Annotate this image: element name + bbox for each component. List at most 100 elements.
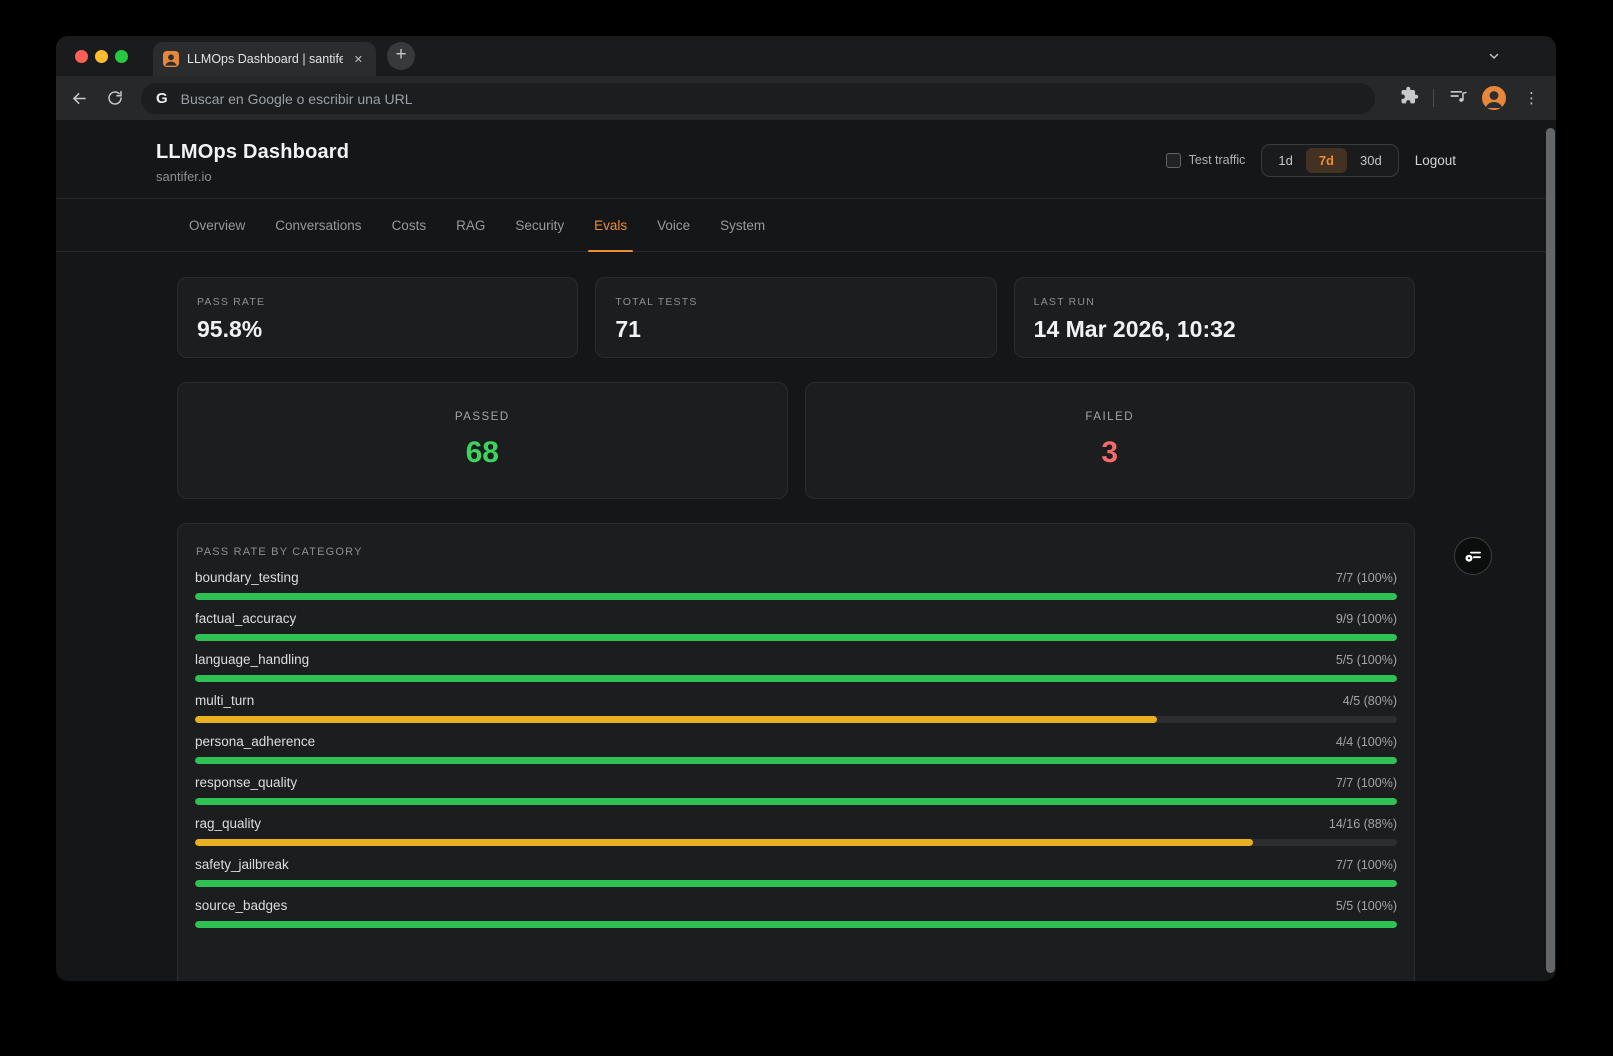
tab-conversations[interactable]: Conversations [275,217,362,233]
stat-card-last-run: LAST RUN 14 Mar 2026, 10:32 [1013,277,1415,358]
summary-label: FAILED [1085,411,1135,423]
browser-toolbar: G Buscar en Google o escribir una URL ⋮ [56,76,1556,120]
category-name: factual_accuracy [195,611,297,626]
dashboard-nav-tabs: Overview Conversations Costs RAG Security Eva… [56,199,1556,252]
tab-overview[interactable]: Overview [189,217,246,233]
reload-icon[interactable] [105,88,125,108]
category-progress-fill [195,593,1397,600]
category-progress-fill [195,634,1397,641]
category-progress-fill [195,880,1397,887]
close-window-button[interactable] [75,50,88,63]
category-row-language_handling: language_handling 5/5 (100%) [195,652,1397,682]
category-score: 14/16 (88%) [1328,817,1397,831]
stat-label: LAST RUN [1033,296,1095,308]
category-row-safety_jailbreak: safety_jailbreak 7/7 (100%) [195,857,1397,887]
category-score: 7/7 (100%) [1335,776,1397,790]
category-name: rag_quality [195,816,262,831]
stat-card-total-tests: TOTAL TESTS 71 [595,277,997,358]
stat-label: TOTAL TESTS [615,296,698,308]
category-name: persona_adherence [195,734,316,749]
autofill-assistant-button[interactable] [1454,537,1492,575]
category-row-factual_accuracy: factual_accuracy 9/9 (100%) [195,611,1397,641]
summary-card-passed: PASSED 68 [177,382,788,499]
summary-row: PASSED 68 FAILED 3 [177,382,1415,499]
category-row-response_quality: response_quality 7/7 (100%) [195,775,1397,805]
toolbar-right-icons: ⋮ [1400,76,1543,120]
summary-value: 68 [465,436,499,469]
tab-costs[interactable]: Costs [391,217,427,233]
category-progress-track [195,716,1397,723]
category-row-rag_quality: rag_quality 14/16 (88%) [195,816,1397,846]
header-controls: Test traffic 1d 7d 30d Logout [1165,143,1456,177]
time-range-segmented-control: 1d 7d 30d [1261,143,1399,177]
media-controls-icon[interactable] [1448,86,1468,111]
window-controls [75,50,128,63]
page-subtitle: santifer.io [156,169,212,184]
category-row-source_badges: source_badges 5/5 (100%) [195,898,1397,928]
category-progress-track [195,880,1397,887]
category-progress-track [195,634,1397,641]
tab-rag[interactable]: RAG [456,217,486,233]
category-name: multi_turn [195,693,255,708]
category-rows: boundary_testing 7/7 (100%) factual_accura… [195,570,1397,928]
category-meta: rag_quality 14/16 (88%) [195,816,1397,831]
main-content: PASS RATE 95.8% TOTAL TESTS 71 LAST RUN 14 Ma… [177,277,1415,981]
page-viewport: LLMOps Dashboard santifer.io Test traffi… [56,120,1556,981]
page-title: LLMOps Dashboard [156,141,350,163]
pass-rate-by-category-card: PASS RATE BY CATEGORY boundary_testing 7/… [177,523,1415,981]
test-traffic-checkbox[interactable] [1165,152,1181,168]
category-score: 4/4 (100%) [1335,735,1397,749]
category-name: source_badges [195,898,288,913]
category-name: language_handling [195,652,310,667]
category-score: 5/5 (100%) [1335,899,1397,913]
tab-security[interactable]: Security [515,217,565,233]
category-score: 9/9 (100%) [1335,612,1397,626]
google-logo-icon: G [156,90,168,107]
category-progress-track [195,675,1397,682]
tab-evals[interactable]: Evals [588,199,634,252]
stats-row: PASS RATE 95.8% TOTAL TESTS 71 LAST RUN 14 Ma… [177,277,1415,358]
back-icon[interactable] [69,88,89,108]
category-name: boundary_testing [195,570,299,585]
browser-menu-icon[interactable]: ⋮ [1524,90,1539,107]
tab-search-chevron-icon[interactable] [1487,49,1501,68]
time-range-1d-button[interactable]: 1d [1278,152,1293,168]
tab-system[interactable]: System [720,217,766,233]
category-name: response_quality [195,775,298,790]
category-progress-track [195,593,1397,600]
browser-window: LLMOps Dashboard | santifer. ✕ + G Busca… [56,36,1556,981]
tab-title: LLMOps Dashboard | santifer. [187,52,343,66]
category-progress-fill [195,716,1157,723]
category-progress-track [195,921,1397,928]
tab-voice[interactable]: Voice [657,217,691,233]
stat-value: 95.8% [197,316,263,342]
test-traffic-control: Test traffic [1165,152,1245,168]
page-scrollbar[interactable] [1546,128,1555,973]
tab-favicon-avatar-icon [163,51,179,67]
category-progress-fill [195,757,1397,764]
profile-avatar[interactable] [1482,86,1506,110]
category-score: 5/5 (100%) [1335,653,1397,667]
category-progress-track [195,839,1397,846]
stat-value: 71 [615,316,641,342]
address-bar[interactable]: G Buscar en Google o escribir una URL [141,83,1375,114]
category-meta: language_handling 5/5 (100%) [195,652,1397,667]
category-score: 4/5 (80%) [1342,694,1397,708]
new-tab-button[interactable]: + [387,42,415,70]
minimize-window-button[interactable] [95,50,108,63]
time-range-30d-button[interactable]: 30d [1360,152,1382,168]
category-progress-fill [195,921,1397,928]
browser-tab[interactable]: LLMOps Dashboard | santifer. ✕ [153,42,376,76]
category-meta: source_badges 5/5 (100%) [195,898,1397,913]
toolbar-separator [1433,89,1434,107]
tab-close-icon[interactable]: ✕ [353,53,363,66]
maximize-window-button[interactable] [115,50,128,63]
extensions-icon[interactable] [1400,86,1419,110]
category-score: 7/7 (100%) [1335,858,1397,872]
category-progress-fill [195,675,1397,682]
logout-button[interactable]: Logout [1414,152,1456,168]
stat-card-pass-rate: PASS RATE 95.8% [177,277,579,358]
time-range-7d-button[interactable]: 7d [1305,147,1347,173]
category-progress-track [195,798,1397,805]
category-row-multi_turn: multi_turn 4/5 (80%) [195,693,1397,723]
